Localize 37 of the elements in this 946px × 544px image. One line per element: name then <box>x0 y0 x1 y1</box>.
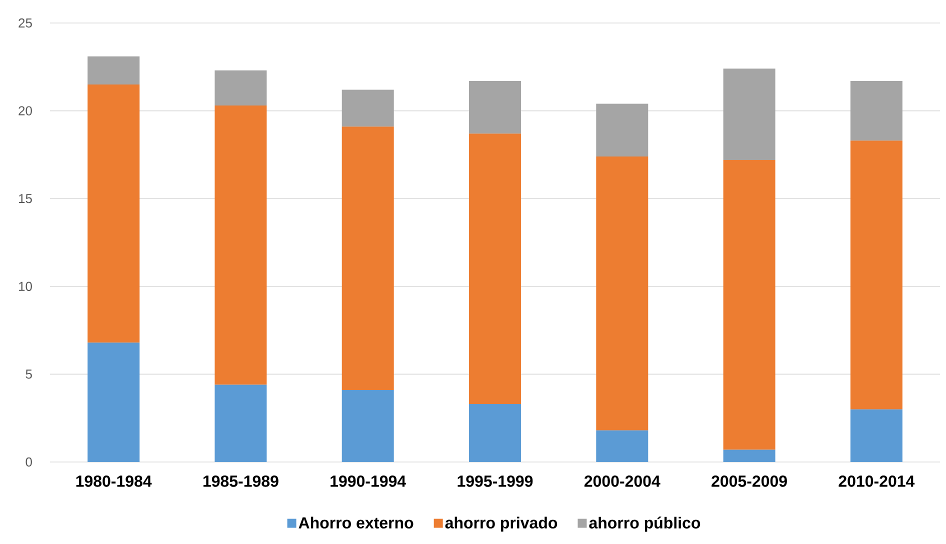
bar <box>342 90 394 127</box>
bar <box>723 450 776 462</box>
y-tick-label: 10 <box>19 282 32 291</box>
bar <box>88 56 140 84</box>
bar <box>469 134 521 404</box>
y-tick-label: 5 <box>26 370 32 379</box>
bar <box>723 160 776 450</box>
x-tick-label: 2000-2004 <box>584 476 660 487</box>
bar <box>596 156 648 430</box>
bar <box>469 404 521 462</box>
y-tick-label: 0 <box>26 457 32 467</box>
bar <box>469 80 521 134</box>
legend-label: ahorro público <box>589 516 700 532</box>
bar <box>342 126 394 390</box>
bar <box>88 84 140 343</box>
x-tick-label: 1985-1989 <box>203 476 278 487</box>
y-tick-label: 20 <box>18 106 32 116</box>
bar <box>596 104 648 156</box>
bar <box>214 106 267 385</box>
y-tick-label: 15 <box>19 194 32 204</box>
legend-label: ahorro privado <box>445 516 558 532</box>
legend-label: Ahorro externo <box>298 516 414 528</box>
x-tick-label: 2005-2009 <box>712 476 787 487</box>
bar <box>342 390 394 462</box>
bar <box>850 409 902 462</box>
x-tick-label: 1980-1984 <box>76 476 152 487</box>
bar <box>850 140 902 410</box>
bar <box>214 70 267 106</box>
bar <box>723 68 776 160</box>
x-tick-label: 1990-1994 <box>330 476 406 487</box>
x-tick-label: 1995-1999 <box>458 476 533 487</box>
x-tick-label: 2010-2014 <box>838 476 915 487</box>
bar <box>88 342 140 462</box>
y-tick-label: 25 <box>18 18 32 28</box>
bar <box>596 430 648 462</box>
bar <box>214 384 267 462</box>
bar <box>850 80 902 141</box>
